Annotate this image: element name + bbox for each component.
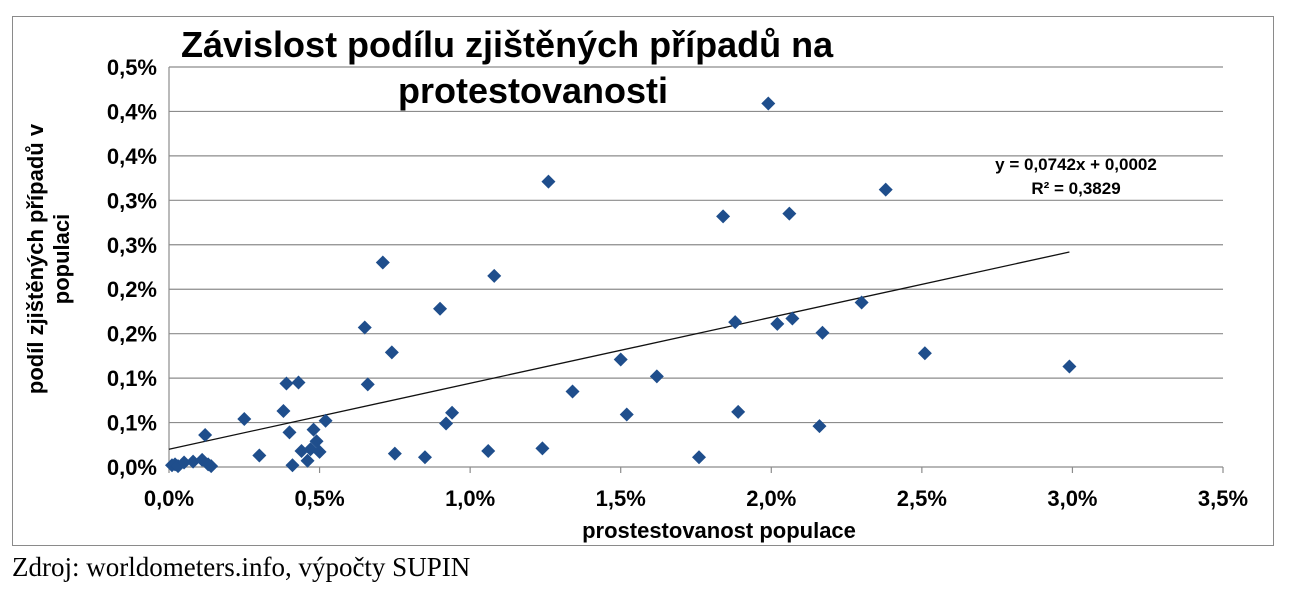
data-point	[294, 444, 309, 458]
y-tick-label: 0,4%	[107, 144, 157, 169]
data-point	[917, 346, 932, 361]
trendline	[168, 251, 1070, 450]
data-point	[565, 384, 580, 399]
trendline-layer	[168, 251, 1070, 450]
y-tick-label: 0,1%	[107, 366, 157, 391]
axes	[168, 67, 1224, 473]
x-tick-label: 3,5%	[1198, 486, 1248, 511]
chart-title-line-1: Závislost podílu zjištěných případů na	[181, 24, 834, 65]
data-point	[384, 345, 399, 360]
y-tick-label: 0,3%	[107, 233, 157, 258]
data-point	[417, 450, 432, 465]
data-point	[716, 209, 731, 224]
data-point	[785, 311, 800, 326]
y-tick-label: 0,2%	[107, 277, 157, 302]
data-point	[731, 404, 746, 419]
data-point	[878, 182, 893, 197]
y-tick-label: 0,5%	[107, 55, 157, 80]
data-point	[728, 315, 743, 330]
data-point	[535, 441, 550, 456]
data-point	[481, 444, 496, 458]
x-tick-label: 1,5%	[596, 486, 646, 511]
x-tick-label: 2,5%	[897, 486, 947, 511]
data-point	[318, 413, 333, 428]
data-point	[770, 316, 785, 331]
data-point	[1062, 359, 1077, 374]
trendline-equation: y = 0,0742x + 0,0002	[995, 155, 1157, 174]
data-point	[282, 425, 297, 440]
data-point	[761, 96, 776, 111]
data-point	[300, 453, 315, 468]
source-note: Zdroj: worldometers.info, výpočty SUPIN	[12, 552, 471, 582]
chart-text: Závislost podílu zjištěných případů na p…	[23, 24, 1248, 543]
data-point	[357, 320, 372, 335]
data-point	[276, 404, 291, 418]
data-point	[815, 325, 830, 340]
data-point	[309, 434, 324, 449]
y-axis-label-line-1: podíl zjištěných případů v	[23, 123, 48, 394]
data-point	[619, 407, 634, 422]
data-point	[445, 405, 460, 420]
data-point	[291, 375, 306, 390]
data-point	[285, 458, 300, 473]
x-tick-label: 0,0%	[144, 486, 194, 511]
x-tick-label: 0,5%	[294, 486, 344, 511]
trendline-r-squared: R² = 0,3829	[1031, 179, 1120, 198]
data-point	[204, 459, 219, 474]
data-points	[165, 96, 1077, 474]
data-point	[237, 412, 252, 426]
data-point	[649, 369, 664, 384]
y-tick-label: 0,2%	[107, 322, 157, 347]
y-axis-label-line-2: populaci	[49, 214, 74, 304]
data-point	[387, 446, 402, 461]
scatter-chart: Závislost podílu zjištěných případů na p…	[23, 24, 1248, 543]
chart-title-line-2: protestovanosti	[398, 70, 668, 111]
data-point	[854, 295, 869, 310]
y-tick-label: 0,3%	[107, 188, 157, 213]
data-point	[186, 454, 201, 469]
data-point	[312, 444, 327, 459]
x-tick-label: 2,0%	[746, 486, 796, 511]
data-point	[812, 419, 827, 434]
data-point	[252, 448, 267, 463]
data-point	[306, 422, 321, 437]
data-point	[433, 301, 448, 316]
data-point	[360, 377, 375, 392]
data-point	[439, 416, 454, 431]
x-tick-label: 1,0%	[445, 486, 495, 511]
data-point	[487, 268, 502, 283]
gridlines	[169, 66, 1223, 424]
data-point	[541, 174, 556, 189]
data-point	[279, 376, 294, 391]
x-tick-label: 3,0%	[1047, 486, 1097, 511]
data-point	[177, 455, 192, 470]
y-tick-label: 0,1%	[107, 411, 157, 436]
y-tick-label: 0,4%	[107, 99, 157, 124]
data-point	[782, 206, 797, 221]
y-tick-label: 0,0%	[107, 455, 157, 480]
data-point	[198, 428, 213, 442]
chart-frame: Závislost podílu zjištěných případů na p…	[12, 16, 1274, 546]
data-point	[375, 255, 390, 270]
x-axis-label: prostestovanost populace	[582, 518, 856, 543]
data-point	[613, 352, 628, 367]
data-point	[692, 450, 707, 465]
